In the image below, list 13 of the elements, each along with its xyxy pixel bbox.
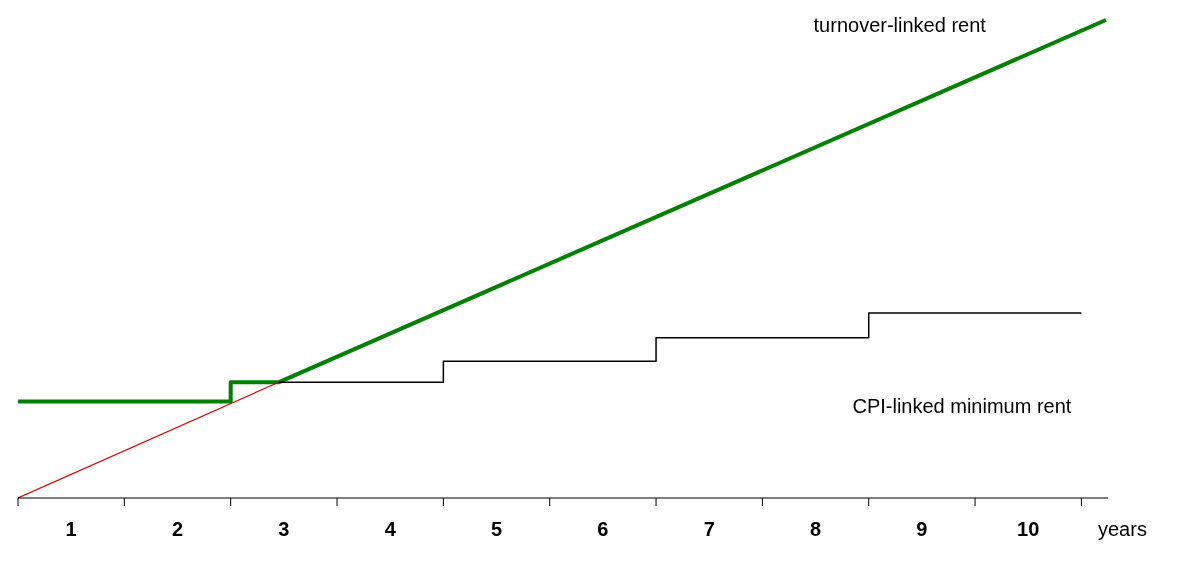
- x-tick-label: 7: [703, 518, 715, 540]
- x-tick-label: 3: [278, 518, 290, 540]
- x-tick-label: 6: [597, 518, 609, 540]
- x-tick-label: 5: [490, 518, 503, 540]
- text: CPI-linked minimum rent: [852, 395, 1072, 418]
- x-tick-label: 8: [810, 518, 822, 540]
- x-tick-label: 2: [171, 518, 184, 540]
- series-label: turnover-linked rent: [813, 14, 987, 36]
- x-tick-label: 9: [916, 518, 928, 540]
- x-tick-label: 1: [65, 518, 77, 540]
- x-tick-label: 10: [1017, 518, 1040, 540]
- x-tick-label: 4: [384, 518, 397, 540]
- x-axis-title: years: [1098, 518, 1147, 541]
